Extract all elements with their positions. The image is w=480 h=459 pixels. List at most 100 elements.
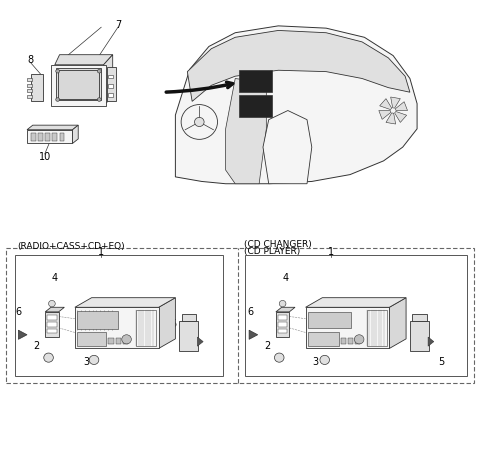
Bar — [56, 68, 101, 101]
Polygon shape — [104, 55, 113, 106]
Circle shape — [97, 98, 101, 101]
Polygon shape — [72, 125, 78, 144]
Polygon shape — [395, 112, 407, 123]
Bar — [15, 255, 223, 376]
Bar — [116, 338, 121, 344]
Polygon shape — [263, 111, 312, 184]
Polygon shape — [27, 125, 78, 130]
Polygon shape — [396, 102, 408, 111]
Bar — [77, 311, 118, 329]
Bar — [45, 134, 50, 141]
Text: 7: 7 — [115, 20, 121, 30]
Bar — [108, 75, 113, 78]
Bar — [60, 134, 64, 141]
Text: 6: 6 — [16, 307, 22, 317]
Polygon shape — [306, 298, 406, 307]
Polygon shape — [389, 298, 406, 348]
Polygon shape — [226, 78, 266, 184]
Polygon shape — [45, 312, 59, 337]
Bar — [123, 338, 128, 344]
Circle shape — [279, 301, 286, 307]
Polygon shape — [428, 337, 434, 346]
Bar — [341, 338, 346, 344]
Bar — [47, 315, 57, 319]
Bar — [31, 134, 36, 141]
Bar — [47, 329, 57, 333]
Circle shape — [56, 69, 60, 73]
Bar — [278, 322, 288, 326]
Bar — [52, 134, 57, 141]
Bar — [306, 307, 389, 348]
Bar — [308, 312, 351, 328]
Bar — [245, 255, 468, 376]
Polygon shape — [276, 307, 295, 312]
Circle shape — [56, 98, 60, 101]
Bar — [108, 338, 114, 344]
Polygon shape — [55, 55, 113, 65]
Bar — [239, 70, 272, 92]
Polygon shape — [276, 312, 289, 337]
Circle shape — [89, 355, 99, 364]
Bar — [31, 74, 43, 101]
Polygon shape — [27, 130, 72, 144]
Text: 1: 1 — [328, 247, 334, 257]
Text: 3: 3 — [83, 357, 89, 367]
Circle shape — [194, 118, 204, 127]
Bar — [179, 321, 198, 351]
Bar — [239, 95, 272, 118]
Text: 4: 4 — [282, 273, 288, 283]
Bar — [278, 315, 288, 319]
Circle shape — [48, 301, 55, 307]
Circle shape — [320, 355, 329, 364]
Text: 10: 10 — [38, 152, 51, 162]
Text: (CD PLAYER): (CD PLAYER) — [244, 246, 300, 256]
Bar — [181, 314, 196, 321]
Bar — [367, 309, 387, 346]
Bar — [75, 307, 158, 348]
Bar — [348, 338, 353, 344]
Bar — [308, 331, 339, 346]
Polygon shape — [75, 298, 175, 307]
Text: 5: 5 — [170, 319, 176, 329]
Circle shape — [97, 69, 101, 73]
Bar — [58, 70, 99, 99]
Polygon shape — [391, 97, 400, 108]
Bar — [27, 89, 32, 92]
Bar — [108, 84, 113, 88]
Circle shape — [275, 353, 284, 362]
Polygon shape — [386, 113, 396, 124]
Text: 8: 8 — [28, 55, 34, 65]
Polygon shape — [197, 337, 203, 346]
Bar — [108, 93, 113, 97]
Circle shape — [354, 335, 364, 344]
Bar — [38, 134, 43, 141]
Text: (RADIO+CASS+CD+EQ): (RADIO+CASS+CD+EQ) — [17, 242, 125, 251]
Bar — [107, 67, 116, 101]
Bar — [278, 329, 288, 333]
Polygon shape — [18, 330, 27, 339]
Bar — [47, 322, 57, 326]
Text: (CD CHANGER): (CD CHANGER) — [244, 240, 312, 249]
Polygon shape — [380, 99, 392, 110]
Bar — [136, 309, 156, 346]
Bar — [27, 84, 32, 87]
Bar — [412, 314, 427, 321]
Text: 9: 9 — [92, 79, 98, 89]
Bar — [27, 78, 32, 81]
Text: 4: 4 — [51, 273, 58, 283]
Polygon shape — [158, 298, 175, 348]
Bar — [6, 248, 474, 383]
Circle shape — [122, 335, 132, 344]
Polygon shape — [175, 26, 417, 184]
Polygon shape — [249, 330, 258, 339]
Text: 2: 2 — [264, 341, 271, 351]
Bar — [77, 331, 106, 346]
Text: 6: 6 — [248, 307, 253, 317]
Circle shape — [44, 353, 53, 362]
Bar — [51, 65, 106, 106]
Bar — [410, 321, 429, 351]
Bar — [355, 338, 360, 344]
Text: 1: 1 — [98, 247, 104, 257]
Polygon shape — [187, 30, 410, 101]
Polygon shape — [45, 307, 64, 312]
